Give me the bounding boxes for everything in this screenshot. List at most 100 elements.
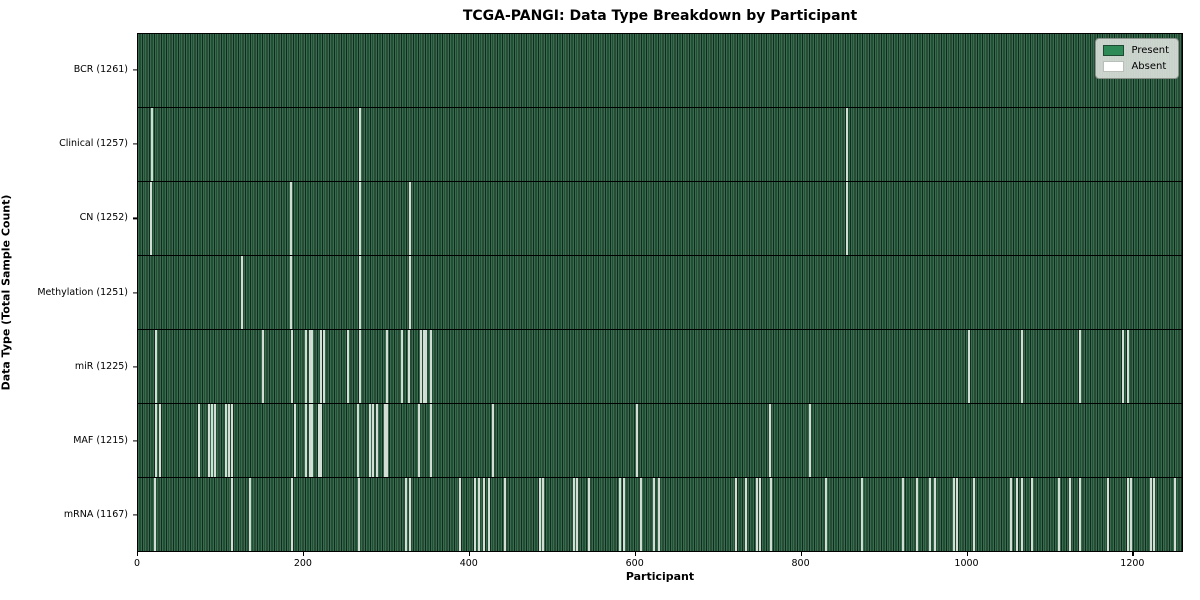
absent-gap bbox=[320, 404, 323, 477]
absent-gap bbox=[744, 478, 747, 551]
absent-gap bbox=[262, 330, 265, 403]
row-cn bbox=[138, 182, 1182, 256]
absent-gap bbox=[408, 478, 411, 551]
absent-gap bbox=[825, 478, 828, 551]
absent-gap bbox=[1079, 330, 1082, 403]
absent-gap bbox=[483, 478, 486, 551]
y-tick-mark bbox=[133, 143, 137, 145]
x-tick-label: 800 bbox=[791, 558, 810, 569]
absent-gap bbox=[575, 478, 578, 551]
absent-gap bbox=[417, 404, 420, 477]
absent-gap bbox=[657, 478, 660, 551]
x-tick-mark bbox=[966, 552, 968, 556]
absent-gap bbox=[154, 330, 157, 403]
absent-gap bbox=[359, 256, 362, 329]
absent-gap bbox=[769, 478, 772, 551]
absent-gap bbox=[1016, 478, 1019, 551]
y-tick-mark bbox=[133, 69, 137, 71]
absent-gap bbox=[734, 478, 737, 551]
absent-gap bbox=[320, 330, 323, 403]
absent-gap bbox=[357, 404, 360, 477]
absent-gap bbox=[291, 330, 294, 403]
x-tick-label: 1000 bbox=[954, 558, 979, 569]
row-mir bbox=[138, 330, 1182, 404]
y-tick-label: MAF (1215) bbox=[73, 434, 128, 446]
y-tick-mark bbox=[133, 291, 137, 294]
absent-gap bbox=[358, 478, 361, 551]
absent-gap bbox=[214, 404, 217, 477]
absent-gap bbox=[359, 108, 362, 181]
absent-gap bbox=[929, 478, 932, 551]
y-tick-mark bbox=[133, 440, 137, 442]
absent-gap bbox=[491, 404, 494, 477]
absent-gap bbox=[967, 330, 970, 403]
absent-gap bbox=[386, 404, 389, 477]
absent-gap bbox=[291, 478, 294, 551]
absent-gap bbox=[248, 478, 251, 551]
absent-gap bbox=[1069, 478, 1072, 551]
absent-gap bbox=[478, 478, 481, 551]
absent-gap bbox=[228, 404, 231, 477]
absent-gap bbox=[230, 478, 233, 551]
x-tick-mark bbox=[137, 552, 139, 556]
absent-gap bbox=[230, 404, 233, 477]
absent-gap bbox=[290, 256, 293, 329]
absent-gap bbox=[408, 182, 411, 255]
absent-gap bbox=[317, 404, 320, 477]
absent-gap bbox=[1009, 478, 1012, 551]
x-tick-mark bbox=[468, 552, 470, 556]
absent-gap bbox=[1153, 478, 1156, 551]
absent-gap bbox=[538, 478, 541, 551]
x-tick-mark bbox=[634, 552, 636, 556]
y-tick-label: BCR (1261) bbox=[73, 64, 128, 76]
absent-gap bbox=[636, 404, 639, 477]
row-mrna bbox=[138, 478, 1182, 551]
absent-gap bbox=[1129, 478, 1132, 551]
row-maf bbox=[138, 404, 1182, 478]
absent-gap bbox=[294, 404, 297, 477]
x-axis-label: Participant bbox=[625, 570, 695, 583]
absent-gap bbox=[503, 478, 506, 551]
absent-gap bbox=[542, 478, 545, 551]
absent-gap bbox=[1021, 478, 1024, 551]
absent-gap bbox=[1126, 330, 1129, 403]
legend-label: Absent bbox=[1131, 61, 1167, 72]
absent-gap bbox=[308, 404, 311, 477]
absent-gap bbox=[587, 478, 590, 551]
absent-gap bbox=[425, 330, 428, 403]
absent-gap bbox=[151, 108, 154, 181]
absent-gap bbox=[311, 404, 314, 477]
y-tick-mark bbox=[133, 366, 137, 368]
x-tick-label: 600 bbox=[625, 558, 644, 569]
absent-gap bbox=[224, 404, 227, 477]
absent-gap bbox=[210, 404, 213, 477]
x-tick-mark bbox=[800, 552, 802, 556]
y-tick-mark bbox=[133, 514, 137, 516]
absent-gap bbox=[952, 478, 955, 551]
absent-gap bbox=[755, 478, 758, 551]
absent-gap bbox=[375, 404, 378, 477]
absent-gap bbox=[155, 404, 158, 477]
legend: Present Absent bbox=[1095, 38, 1179, 79]
absent-gap bbox=[1149, 478, 1152, 551]
absent-gap bbox=[305, 330, 308, 403]
absent-gap bbox=[305, 404, 308, 477]
absent-gap bbox=[153, 478, 156, 551]
x-tick-label: 1200 bbox=[1120, 558, 1145, 569]
absent-gap bbox=[308, 330, 311, 403]
absent-gap bbox=[347, 330, 350, 403]
legend-swatch-icon bbox=[1103, 61, 1125, 72]
absent-gap bbox=[401, 330, 404, 403]
absent-gap bbox=[972, 478, 975, 551]
absent-gap bbox=[488, 478, 491, 551]
absent-gap bbox=[1121, 330, 1124, 403]
absent-gap bbox=[197, 404, 200, 477]
absent-gap bbox=[290, 182, 293, 255]
row-bcr bbox=[138, 34, 1182, 108]
absent-gap bbox=[639, 478, 642, 551]
row-methylation bbox=[138, 256, 1182, 330]
y-tick-label: Methylation (1251) bbox=[37, 286, 128, 298]
absent-gap bbox=[372, 404, 375, 477]
absent-gap bbox=[474, 478, 477, 551]
